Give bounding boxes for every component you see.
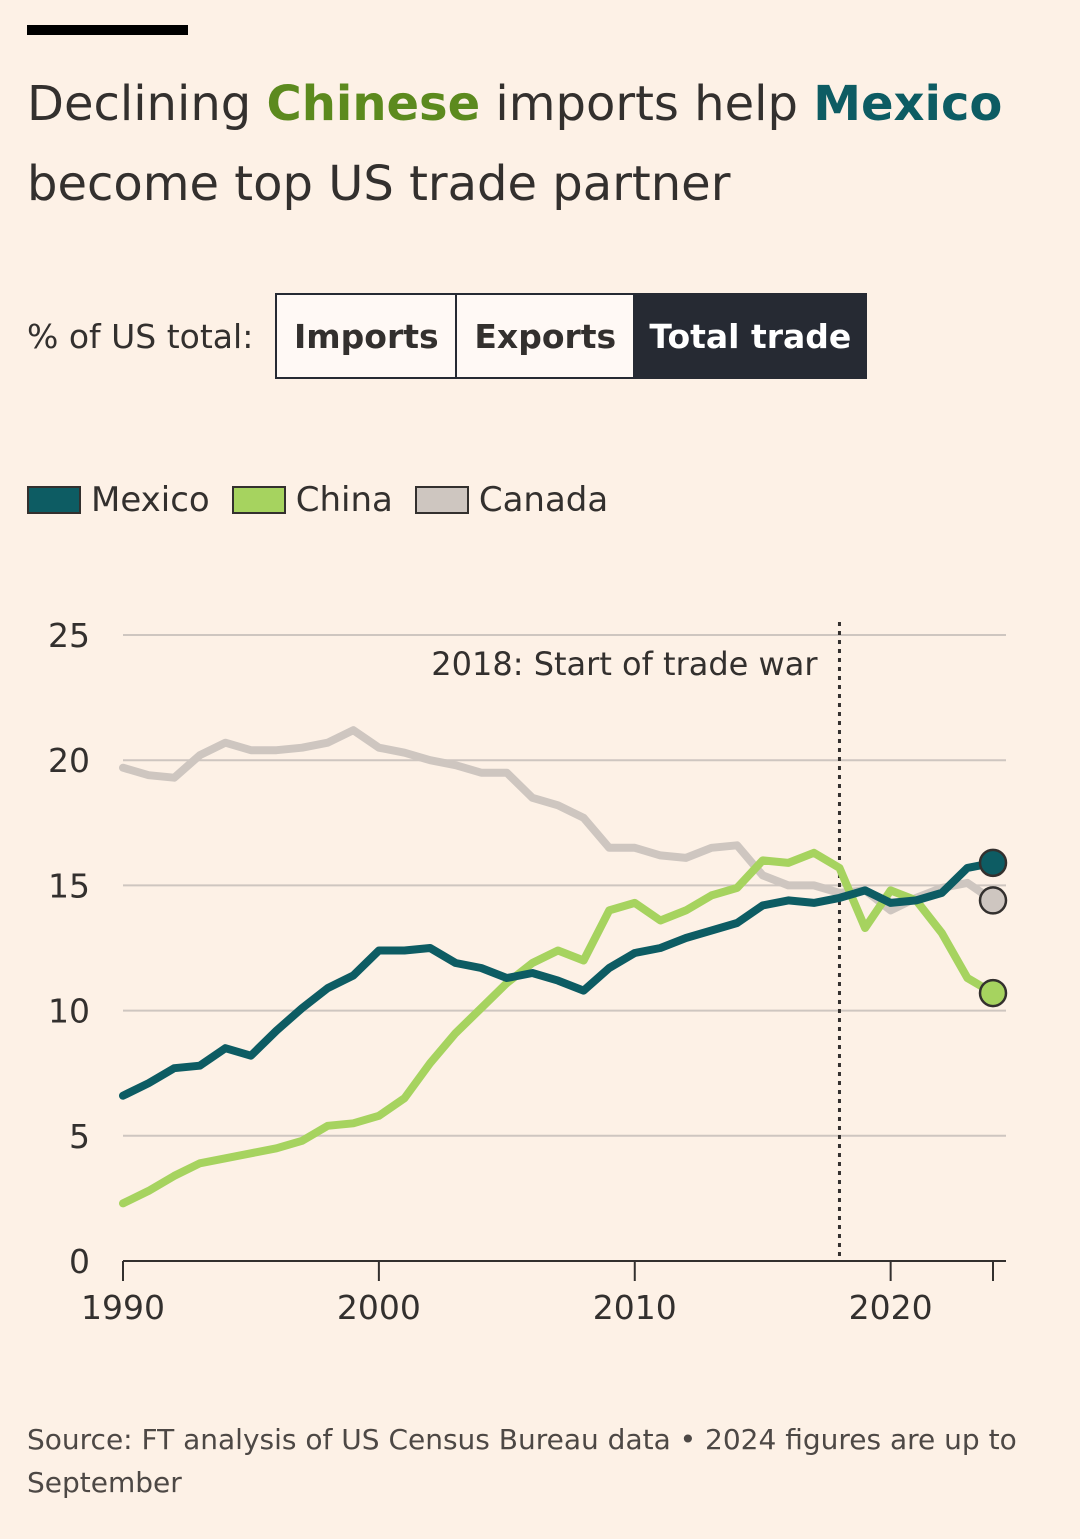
chart-title: Declining Chinese imports help Mexico be… — [27, 64, 1057, 224]
x-tick-label-2000: 2000 — [337, 1288, 421, 1327]
legend-item-canada: Canada — [414, 480, 609, 520]
source-note: Source: FT analysis of US Census Bureau … — [27, 1423, 1017, 1499]
end-marker-china — [978, 978, 1008, 1008]
legend: Mexico China Canada — [27, 480, 630, 520]
title-part-1: Declining — [27, 76, 267, 132]
legend-swatch-china — [231, 486, 286, 514]
legend-swatch-canada — [414, 486, 469, 514]
series-line-canada — [119, 726, 997, 915]
legend-swatch-mexico — [27, 486, 81, 514]
legend-label-canada: Canada — [478, 480, 609, 520]
end-marker-mexico — [978, 848, 1008, 878]
x-tick-label-1990: 1990 — [81, 1288, 165, 1327]
title-part-2: imports help — [480, 76, 814, 132]
toggle-exports-button[interactable]: Exports — [455, 295, 634, 377]
toggle-total-trade-button[interactable]: Total trade — [633, 295, 866, 377]
title-china: Chinese — [266, 76, 481, 132]
toggle-label: % of US total: — [27, 316, 254, 356]
x-tick-label-2020: 2020 — [849, 1288, 933, 1327]
series-line-china — [119, 848, 997, 1208]
measure-toggle-row: % of US total: Imports Exports Total tra… — [27, 293, 868, 379]
legend-item-china: China — [231, 480, 393, 520]
y-tick-label-15: 15 — [48, 866, 90, 905]
legend-label-mexico: Mexico — [91, 480, 210, 520]
measure-toggle: Imports Exports Total trade — [275, 293, 868, 379]
top-accent-bar — [27, 25, 188, 35]
y-tick-label-10: 10 — [48, 992, 90, 1031]
end-marker-canada — [978, 886, 1008, 915]
title-mexico: Mexico — [813, 76, 1003, 132]
x-tick-label-2010: 2010 — [593, 1288, 677, 1327]
y-tick-label-0: 0 — [69, 1242, 90, 1281]
y-tick-label-25: 25 — [48, 616, 90, 655]
legend-label-china: China — [295, 480, 393, 520]
series-line-mexico — [119, 858, 997, 1100]
line-chart: 0 5 10 15 20 25 1990 2000 2010 2020 2018: Start of… — [48, 616, 1008, 1327]
title-part-3: become top US trade partner — [27, 156, 731, 212]
toggle-imports-button[interactable]: Imports — [277, 295, 456, 377]
legend-item-mexico: Mexico — [27, 480, 210, 520]
y-tick-label-20: 20 — [48, 741, 90, 780]
y-tick-label-5: 5 — [69, 1117, 90, 1156]
annotation-label: 2018: Start of trade war — [431, 645, 818, 683]
